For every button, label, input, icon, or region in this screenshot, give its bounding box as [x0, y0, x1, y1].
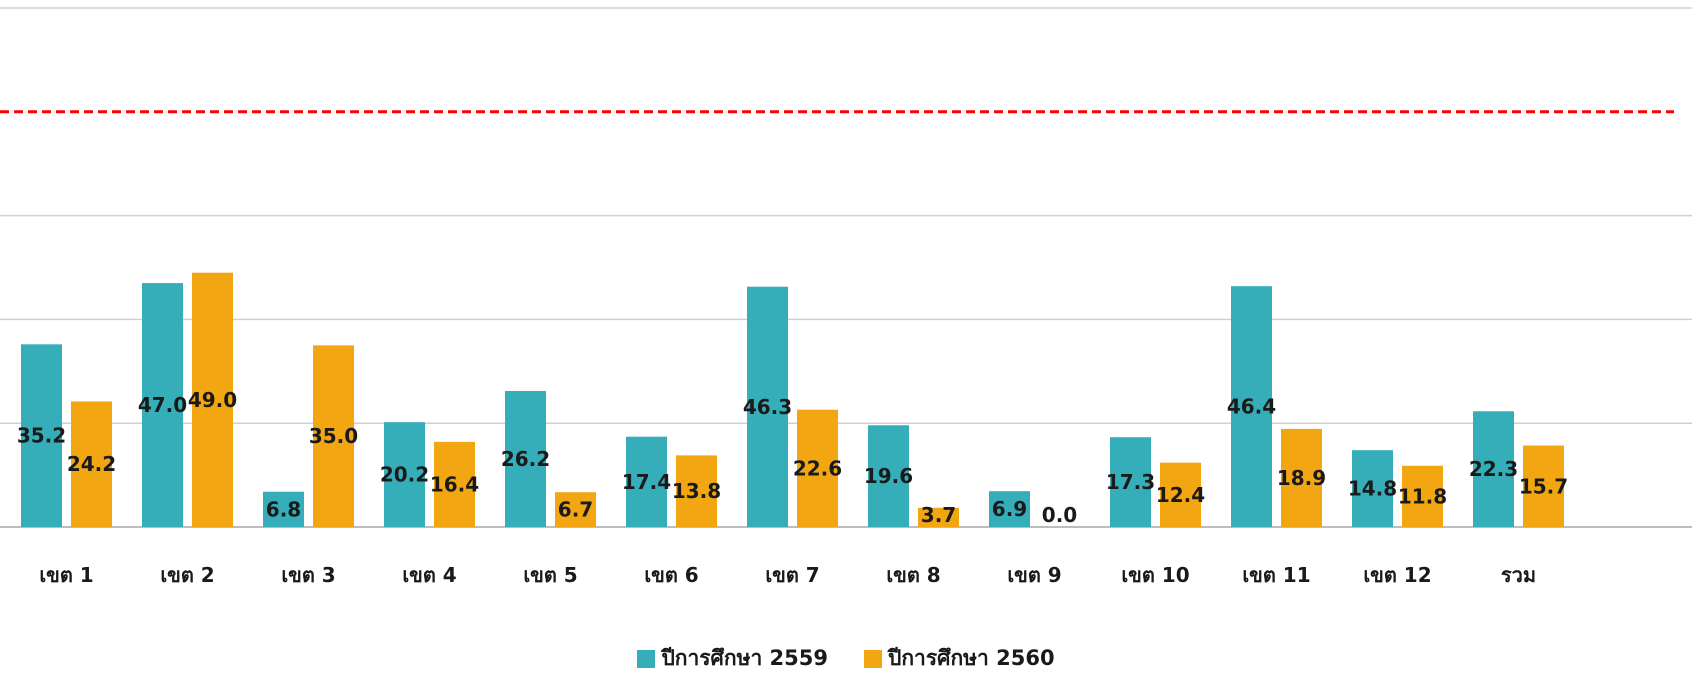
data-label: 17.4: [622, 470, 671, 494]
category-label: เขต 2: [160, 563, 214, 587]
category-label: เขต 6: [644, 563, 698, 587]
legend-swatch-series-2: [864, 649, 882, 668]
data-label: 3.7: [921, 503, 956, 527]
data-label: 26.2: [501, 447, 550, 471]
bar-series-2: [313, 345, 354, 527]
bar-series-2: [918, 507, 959, 527]
bars: [21, 272, 1564, 527]
bar-series-1: [142, 283, 183, 527]
data-label: 6.7: [558, 498, 593, 522]
data-label: 22.3: [1469, 457, 1518, 481]
data-label: 20.2: [380, 463, 429, 487]
bar-series-1: [505, 391, 546, 527]
category-label: เขต 5: [523, 563, 577, 587]
data-label: 16.4: [430, 472, 479, 496]
category-label: เขต 10: [1121, 563, 1189, 587]
bar-series-2: [192, 272, 233, 527]
bar-series-1: [263, 491, 304, 527]
legend-label-series-2: ปีการศึกษา 2560: [888, 646, 1055, 670]
data-label: 47.0: [138, 393, 187, 417]
data-label: 15.7: [1519, 474, 1568, 498]
bar-series-2: [555, 492, 596, 527]
bar-series-2: [797, 409, 838, 527]
data-label: 0.0: [1042, 503, 1077, 527]
category-label: เขต 1: [39, 563, 93, 587]
data-label: 18.9: [1277, 466, 1326, 490]
bar-series-2: [434, 441, 475, 527]
data-label: 6.8: [266, 497, 301, 521]
data-label: 22.6: [793, 456, 842, 480]
gridlines: [0, 7, 1692, 528]
bar-series-2: [676, 455, 717, 527]
category-label: เขต 12: [1363, 563, 1431, 587]
bar-series-1: [747, 286, 788, 527]
data-label: 12.4: [1156, 483, 1205, 507]
legend-label-series-1: ปีการศึกษา 2559: [661, 646, 828, 670]
category-label: เขต 4: [402, 563, 456, 587]
bar-series-1: [1231, 286, 1272, 527]
bar-series-1: [384, 422, 425, 527]
data-label: 6.9: [992, 497, 1027, 521]
legend-item-series-1: ปีการศึกษา 2559: [637, 642, 828, 675]
bar-series-2: [1523, 445, 1564, 527]
legend-item-series-2: ปีการศึกษา 2560: [864, 642, 1055, 675]
legend: ปีการศึกษา 2559 ปีการศึกษา 2560: [0, 642, 1692, 675]
data-label: 14.8: [1348, 477, 1397, 501]
bar-series-1: [626, 436, 667, 527]
data-labels: 35.224.2 47.0 49.0 6.8 35.0 20.2 16.4 26.2 6.7 17…: [17, 388, 1568, 527]
bar-series-1: [1473, 411, 1514, 527]
data-label: 17.3: [1106, 470, 1155, 494]
category-label: เขต 3: [281, 563, 335, 587]
bar-series-1: [989, 491, 1030, 527]
data-label: 11.8: [1398, 484, 1447, 508]
category-label: เขต 7: [765, 563, 819, 587]
data-label: 46.3: [743, 395, 792, 419]
category-label: เขต 8: [886, 563, 940, 587]
category-labels: เขต 1 เขต 2 เขต 3 เขต 4 เขต 5 เขต 6 เขต 7 เขต 8…: [39, 563, 1536, 587]
legend-swatch-series-1: [637, 649, 656, 668]
data-label: 19.6: [864, 464, 913, 488]
data-label: 35.0: [309, 424, 358, 448]
data-label: 13.8: [672, 479, 721, 503]
data-label: 35.2: [17, 424, 66, 448]
category-label: เขต 9: [1007, 563, 1061, 587]
bar-series-2: [1160, 462, 1201, 527]
category-label: รวม: [1501, 563, 1536, 587]
data-label: 49.0: [188, 388, 237, 412]
bar-series-1: [868, 425, 909, 527]
bar-series-1: [1110, 437, 1151, 527]
bar-series-1: [1352, 450, 1393, 527]
bar-series-2: [1281, 428, 1322, 527]
data-label: 24.2: [67, 452, 116, 476]
bar-series-1: [21, 344, 62, 527]
data-label: 46.4: [1227, 395, 1276, 419]
category-label: เขต 11: [1242, 563, 1310, 587]
bar-series-2: [71, 401, 112, 527]
bar-series-2: [1402, 465, 1443, 527]
